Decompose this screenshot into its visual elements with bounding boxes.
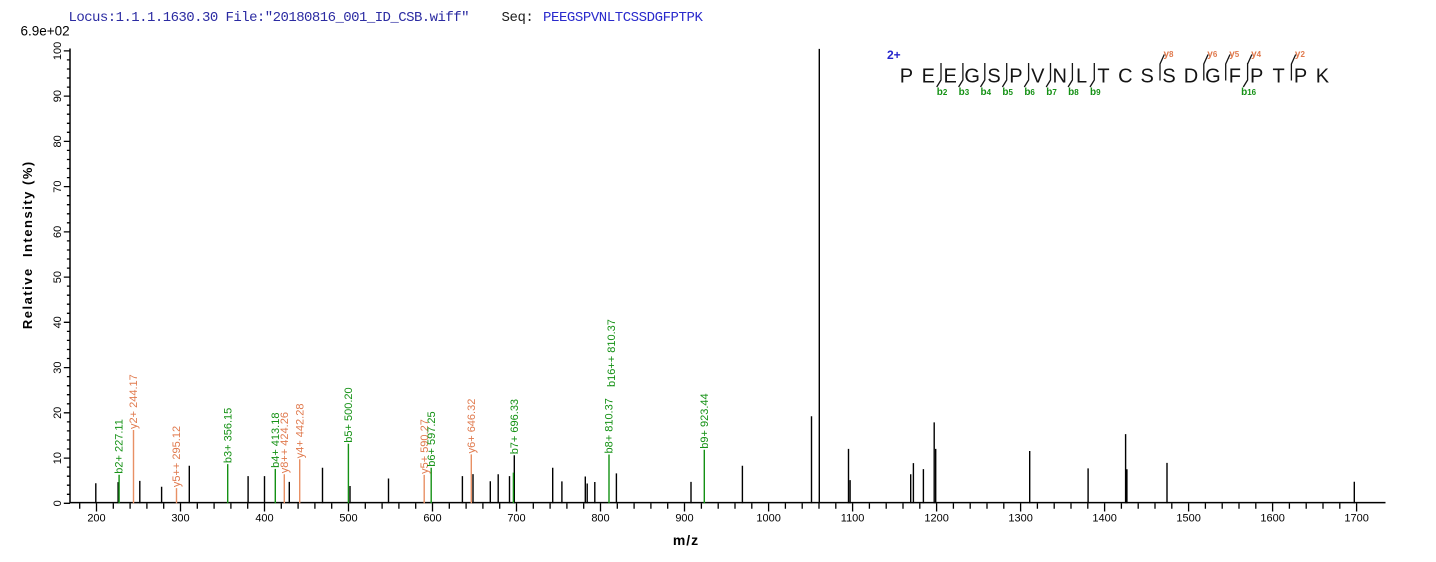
svg-text:b7: b7 — [1046, 87, 1057, 98]
svg-text:800: 800 — [591, 513, 609, 525]
svg-text:b4: b4 — [981, 87, 992, 98]
svg-text:y2: y2 — [1295, 49, 1306, 60]
svg-text:200: 200 — [87, 513, 105, 525]
svg-text:P: P — [1250, 66, 1263, 88]
svg-text:500: 500 — [339, 513, 357, 525]
svg-text:S: S — [1162, 66, 1175, 88]
svg-text:N: N — [1052, 66, 1066, 88]
svg-text:20: 20 — [52, 407, 64, 419]
svg-text:b9+ 923.44: b9+ 923.44 — [699, 393, 711, 448]
svg-text:0: 0 — [52, 500, 64, 506]
svg-text:D: D — [1184, 66, 1198, 88]
svg-text:P: P — [1294, 66, 1307, 88]
svg-text:b2+ 227.11: b2+ 227.11 — [114, 419, 126, 474]
svg-text:Relative Intensity (%): Relative Intensity (%) — [20, 160, 35, 329]
svg-text:900: 900 — [675, 513, 693, 525]
svg-text:b9: b9 — [1090, 87, 1101, 98]
svg-text:Seq:: Seq: — [502, 10, 534, 26]
svg-text:y8: y8 — [1163, 49, 1174, 60]
svg-text:b2: b2 — [937, 87, 948, 98]
svg-text:b7+ 696.33: b7+ 696.33 — [509, 399, 521, 454]
svg-text:y5: y5 — [1229, 49, 1240, 60]
svg-text:300: 300 — [171, 513, 189, 525]
svg-text:60: 60 — [52, 226, 64, 238]
svg-text:100: 100 — [52, 42, 64, 60]
svg-text:90: 90 — [52, 90, 64, 102]
svg-text:y6: y6 — [1207, 49, 1218, 60]
svg-text:b6: b6 — [1024, 87, 1035, 98]
svg-text:C: C — [1118, 66, 1132, 88]
svg-text:b4+ 413.18: b4+ 413.18 — [270, 413, 282, 468]
svg-text:PEEGSPVNLTCSSDGFPTPK: PEEGSPVNLTCSSDGFPTPK — [543, 10, 703, 26]
svg-text:E: E — [944, 66, 957, 88]
svg-text:y5+ 590.27: y5+ 590.27 — [419, 419, 431, 474]
svg-text:700: 700 — [507, 513, 525, 525]
svg-text:b8: b8 — [1068, 87, 1079, 98]
svg-text:b16: b16 — [1241, 87, 1257, 98]
svg-text:600: 600 — [423, 513, 441, 525]
svg-text:m/z: m/z — [673, 532, 699, 548]
svg-text:b3: b3 — [959, 87, 970, 98]
svg-text:E: E — [922, 66, 935, 88]
svg-text:Locus:1.1.1.1630.30 File:"2018: Locus:1.1.1.1630.30 File:"20180816_001_I… — [69, 10, 469, 26]
svg-text:y5++ 295.12: y5++ 295.12 — [171, 426, 183, 487]
svg-text:y2+ 244.17: y2+ 244.17 — [128, 374, 140, 429]
svg-text:L: L — [1076, 66, 1087, 88]
svg-text:40: 40 — [52, 316, 64, 328]
svg-text:50: 50 — [52, 271, 64, 283]
svg-text:S: S — [1141, 66, 1154, 88]
svg-text:10: 10 — [52, 452, 64, 464]
svg-text:6.9e+02: 6.9e+02 — [21, 24, 70, 39]
svg-text:b8+ 810.37: b8+ 810.37 — [604, 398, 616, 453]
svg-text:2+: 2+ — [887, 48, 901, 62]
svg-text:1000: 1000 — [756, 513, 780, 525]
svg-text:400: 400 — [255, 513, 273, 525]
svg-text:G: G — [964, 66, 980, 88]
svg-text:y8++ 424.26: y8++ 424.26 — [279, 412, 291, 473]
svg-text:1400: 1400 — [1092, 513, 1116, 525]
svg-text:b5: b5 — [1002, 87, 1013, 98]
svg-text:1100: 1100 — [841, 513, 865, 525]
svg-text:30: 30 — [52, 361, 64, 373]
svg-text:1200: 1200 — [924, 513, 948, 525]
svg-text:P: P — [900, 66, 913, 88]
svg-text:P: P — [1009, 66, 1022, 88]
svg-text:F: F — [1229, 66, 1241, 88]
svg-text:b5+ 500.20: b5+ 500.20 — [343, 387, 355, 442]
svg-text:G: G — [1205, 66, 1221, 88]
svg-text:b6+ 597.25: b6+ 597.25 — [426, 411, 438, 466]
svg-text:V: V — [1031, 66, 1045, 88]
svg-text:1700: 1700 — [1344, 513, 1368, 525]
svg-text:1500: 1500 — [1176, 513, 1200, 525]
svg-text:y4: y4 — [1251, 49, 1262, 60]
svg-text:K: K — [1316, 66, 1330, 88]
svg-text:70: 70 — [52, 180, 64, 192]
svg-text:b3+ 356.15: b3+ 356.15 — [222, 408, 234, 463]
svg-text:y4+ 442.28: y4+ 442.28 — [294, 404, 306, 459]
svg-text:1600: 1600 — [1260, 513, 1284, 525]
svg-text:1300: 1300 — [1008, 513, 1032, 525]
svg-text:y6+ 646.32: y6+ 646.32 — [466, 399, 478, 454]
svg-text:T: T — [1272, 66, 1284, 88]
svg-text:80: 80 — [52, 135, 64, 147]
svg-text:T: T — [1097, 66, 1109, 88]
svg-text:S: S — [987, 66, 1000, 88]
svg-text:b16++ 810.37: b16++ 810.37 — [606, 319, 618, 387]
